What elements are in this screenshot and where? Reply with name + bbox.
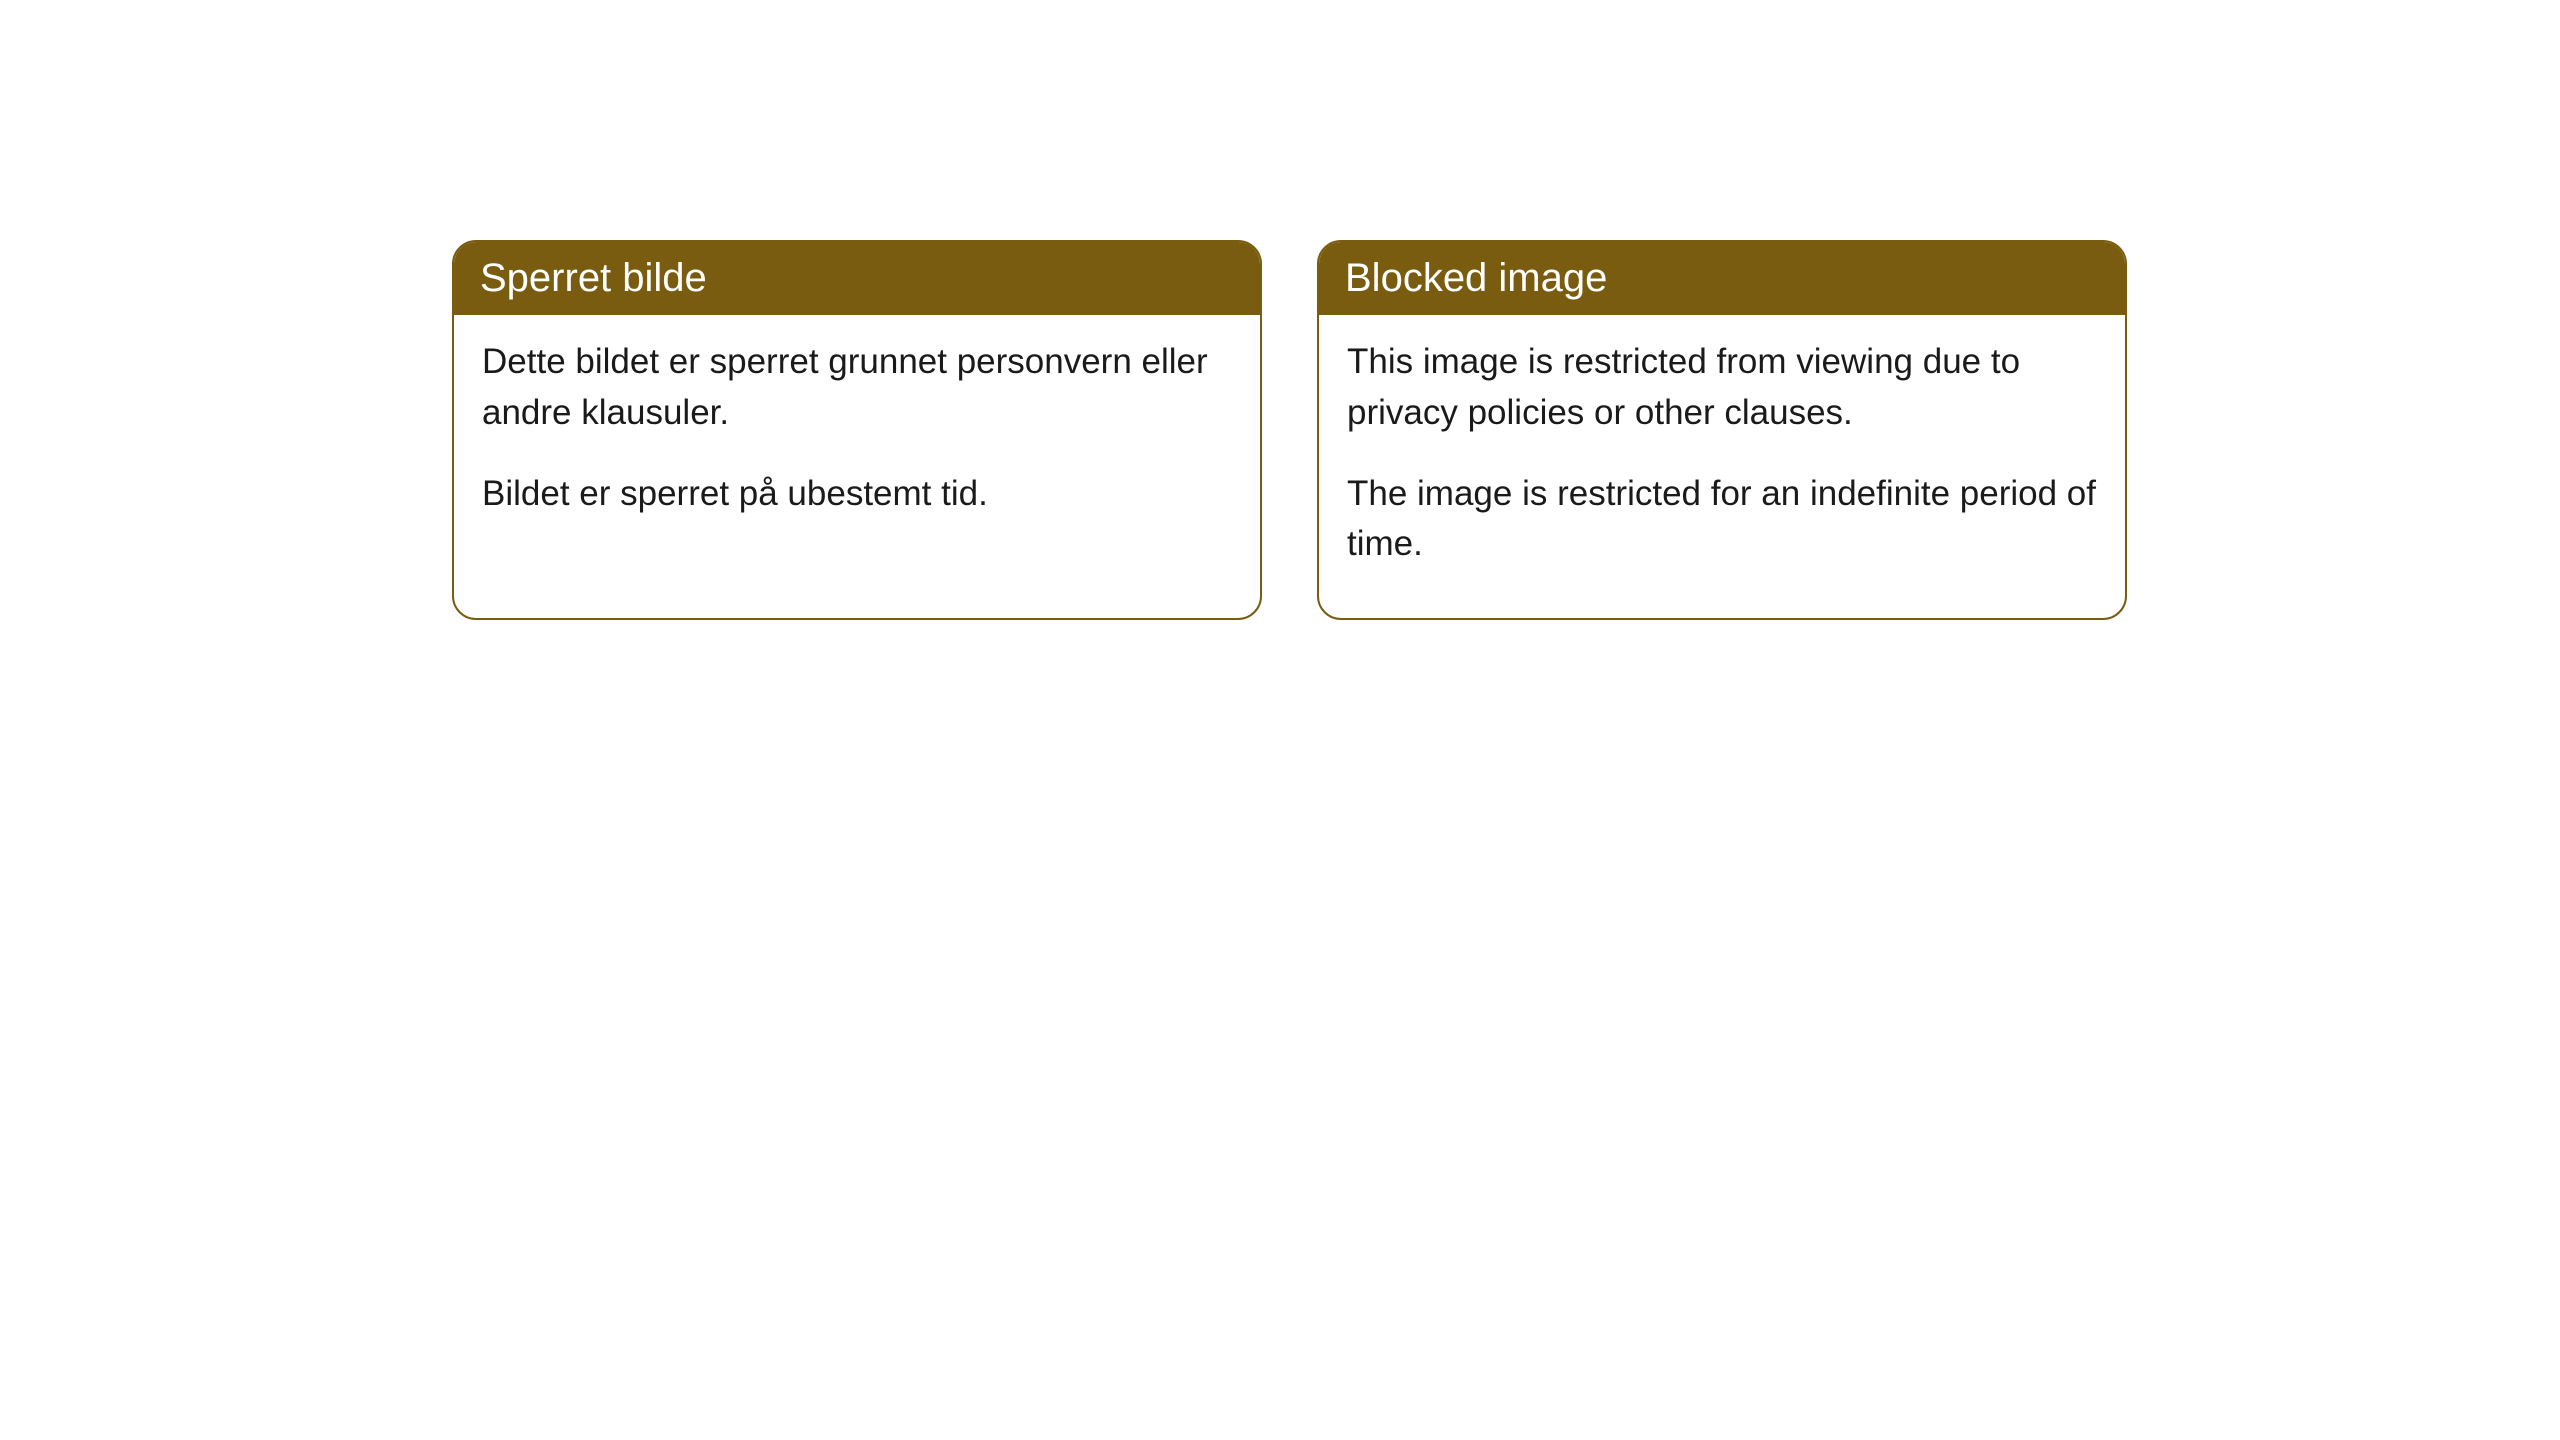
card-title: Blocked image: [1345, 256, 1607, 300]
blocked-image-card-norwegian: Sperret bilde Dette bildet er sperret gr…: [452, 240, 1262, 620]
blocked-image-card-english: Blocked image This image is restricted f…: [1317, 240, 2127, 620]
card-body: Dette bildet er sperret grunnet personve…: [454, 315, 1260, 567]
card-paragraph: This image is restricted from viewing du…: [1347, 337, 2097, 439]
notice-cards-container: Sperret bilde Dette bildet er sperret gr…: [452, 240, 2127, 620]
card-title: Sperret bilde: [480, 256, 707, 300]
card-paragraph: The image is restricted for an indefinit…: [1347, 469, 2097, 571]
card-body: This image is restricted from viewing du…: [1319, 315, 2125, 618]
card-header: Blocked image: [1319, 242, 2125, 315]
card-paragraph: Bildet er sperret på ubestemt tid.: [482, 469, 1232, 520]
card-header: Sperret bilde: [454, 242, 1260, 315]
card-paragraph: Dette bildet er sperret grunnet personve…: [482, 337, 1232, 439]
